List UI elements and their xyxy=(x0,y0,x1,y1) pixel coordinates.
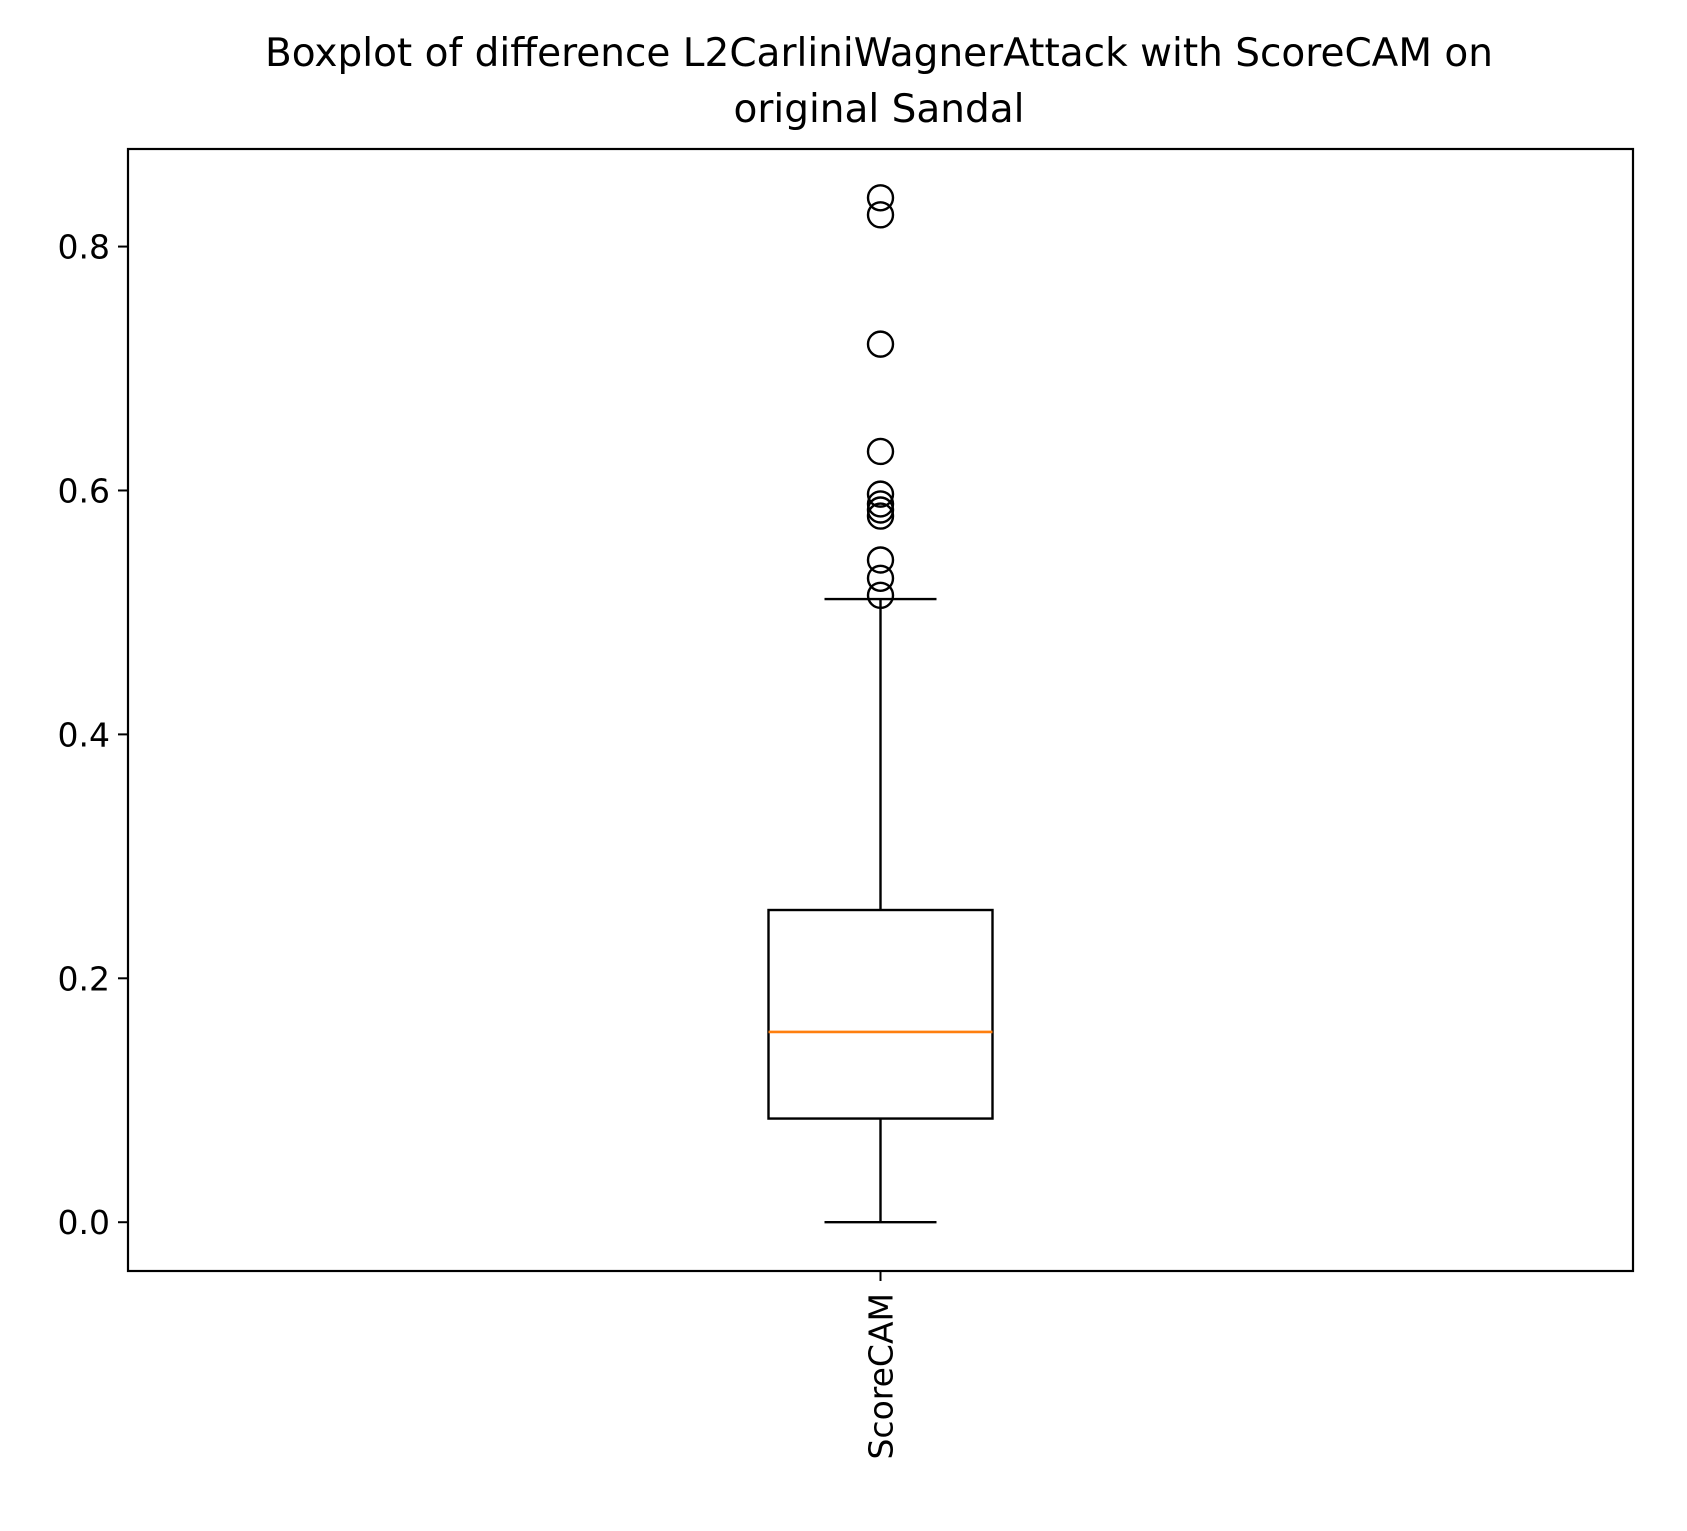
outlier-point-8 xyxy=(866,330,895,358)
outlier-point-2 xyxy=(866,546,895,574)
y-tick-label-4: 0.8 xyxy=(58,228,110,267)
outlier-point-7 xyxy=(866,437,895,466)
y-tick-label-1: 0.2 xyxy=(58,959,110,998)
outlier-point-4 xyxy=(866,496,895,524)
chart-title-line-2: original Sandal xyxy=(733,87,1024,132)
x-tick-label-0: ScoreCAM xyxy=(862,1293,901,1460)
outlier-point-3 xyxy=(866,502,895,530)
chart-title-line-1: Boxplot of difference L2CarliniWagnerAtt… xyxy=(265,31,1493,76)
iqr-box xyxy=(767,908,994,1120)
outlier-point-9 xyxy=(866,201,895,229)
y-tick-label-3: 0.6 xyxy=(58,471,110,510)
outlier-point-6 xyxy=(866,480,895,508)
outlier-point-1 xyxy=(866,564,895,592)
outlier-point-10 xyxy=(866,184,895,212)
y-tick-label-2: 0.4 xyxy=(58,715,110,754)
y-tick-label-0: 0.0 xyxy=(58,1203,110,1242)
outlier-point-0 xyxy=(866,581,895,610)
plot-area: 0.0 0.2 0.4 0.6 0.8 ScoreCAM xyxy=(58,147,1635,1460)
outlier-point-5 xyxy=(866,490,895,518)
